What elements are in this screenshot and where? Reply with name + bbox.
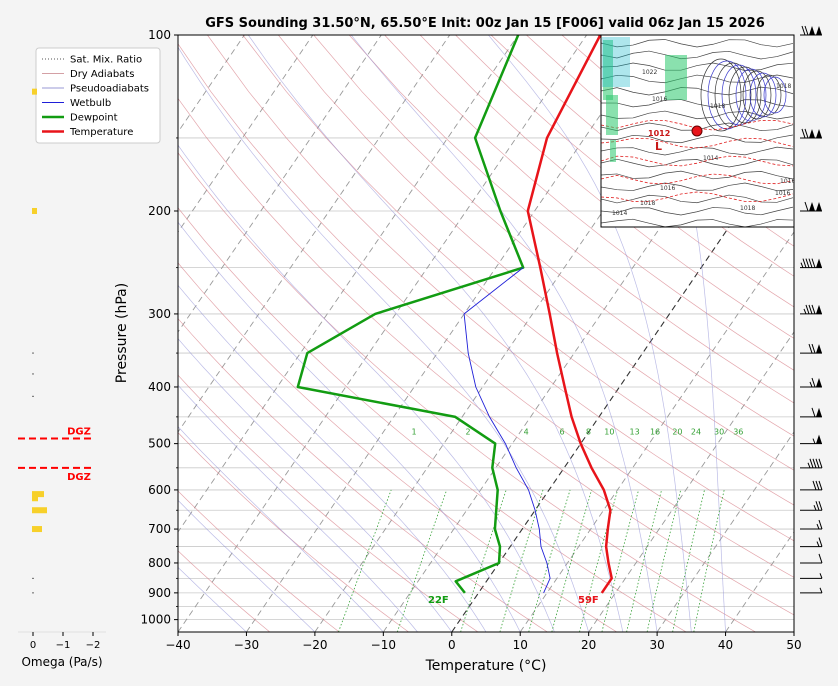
mixing-ratio-label: 1 xyxy=(411,428,416,437)
omega-bar xyxy=(32,208,37,214)
x-tick-label: −10 xyxy=(371,638,396,652)
omega-tick-label: −2 xyxy=(86,640,101,651)
chart-title: GFS Sounding 31.50°N, 65.50°E Init: 00z … xyxy=(205,16,765,31)
omega-axis-label: Omega (Pa/s) xyxy=(21,655,102,669)
inset-isobar-label: 1018 xyxy=(640,200,655,207)
inset-isobar-label: 1016 xyxy=(780,178,795,185)
y-tick-label: 600 xyxy=(148,483,171,497)
inset-map: 1022 1016 1018 1014 1016 1018 1016 1016 1018 1014… xyxy=(601,35,795,227)
x-tick-label: −20 xyxy=(302,638,327,652)
surface-dewpoint-label: 22F xyxy=(428,595,449,606)
x-tick-label: 50 xyxy=(786,638,801,652)
mixing-ratio-label: 10 xyxy=(604,428,614,437)
x-axis-label: Temperature (°C) xyxy=(425,658,547,674)
y-tick-label: 700 xyxy=(148,522,171,536)
inset-isobar-label: 1016 xyxy=(652,96,667,103)
mixing-ratio-label: 13 xyxy=(630,428,640,437)
inset-precip-area xyxy=(602,37,630,87)
mixing-ratio-label: 8 xyxy=(586,428,591,437)
mixing-ratio-label: 24 xyxy=(691,428,701,437)
inset-isobar-label: 1018 xyxy=(740,205,755,212)
inset-isobar-label: 1016 xyxy=(775,190,790,197)
dgz-top-label: DGZ xyxy=(67,426,91,437)
omega-bar xyxy=(32,507,47,513)
legend-label: Dewpoint xyxy=(70,113,118,124)
mixing-ratio-label: 16 xyxy=(650,428,660,437)
inset-precip-area xyxy=(665,55,687,100)
y-tick-label: 500 xyxy=(148,437,171,451)
sounding-location-marker xyxy=(692,126,702,136)
mixing-ratio-label: 36 xyxy=(733,428,743,437)
inset-precip-area xyxy=(606,95,618,135)
inset-isobar-label: 1022 xyxy=(642,69,657,76)
surface-temperature-label: 59F xyxy=(578,595,599,606)
legend: Sat. Mix. Ratio Dry Adiabats Pseudoadiabat… xyxy=(36,48,160,143)
legend-label: Sat. Mix. Ratio xyxy=(70,55,142,66)
inset-precip-area xyxy=(610,140,616,162)
legend-label: Pseudoadiabats xyxy=(70,84,149,95)
mixing-ratio-label: 20 xyxy=(672,428,682,437)
y-tick-label: 900 xyxy=(148,586,171,600)
mixing-ratio-label: 2 xyxy=(466,428,471,437)
omega-bar xyxy=(32,495,38,501)
x-tick-label: 40 xyxy=(718,638,733,652)
y-tick-label: 200 xyxy=(148,204,171,218)
y-tick-label: 400 xyxy=(148,380,171,394)
dgz-bottom-label: DGZ xyxy=(67,472,91,483)
x-tick-label: 10 xyxy=(513,638,528,652)
x-tick-label: 20 xyxy=(581,638,596,652)
omega-bar xyxy=(32,89,37,95)
inset-isobar-label: 1014 xyxy=(612,210,627,217)
legend-label: Wetbulb xyxy=(70,98,111,109)
y-tick-label: 100 xyxy=(148,28,171,42)
inset-isobar-label: 1018 xyxy=(776,83,791,90)
legend-label: Temperature xyxy=(69,127,133,138)
omega-bar xyxy=(32,526,42,532)
inset-low-marker: L xyxy=(655,140,662,153)
legend-label: Dry Adiabats xyxy=(70,69,134,80)
x-tick-label: −40 xyxy=(165,638,190,652)
y-axis-label: Pressure (hPa) xyxy=(114,283,130,383)
x-tick-label: 30 xyxy=(649,638,664,652)
omega-tick-label: −1 xyxy=(56,640,71,651)
x-tick-label: 0 xyxy=(448,638,456,652)
inset-isobar-label: 1018 xyxy=(710,103,725,110)
inset-isobar-label: 1014 xyxy=(703,155,718,162)
x-tick-label: −30 xyxy=(234,638,259,652)
omega-tick-label: 0 xyxy=(30,640,36,651)
inset-low-pressure-value: 1012 xyxy=(648,129,670,138)
y-tick-label: 1000 xyxy=(140,613,171,627)
y-tick-label: 300 xyxy=(148,307,171,321)
y-tick-label: 800 xyxy=(148,556,171,570)
mixing-ratio-label: 4 xyxy=(524,428,529,437)
inset-isobar-label: 1016 xyxy=(660,185,675,192)
mixing-ratio-label: 6 xyxy=(559,428,564,437)
mixing-ratio-label: 30 xyxy=(714,428,724,437)
